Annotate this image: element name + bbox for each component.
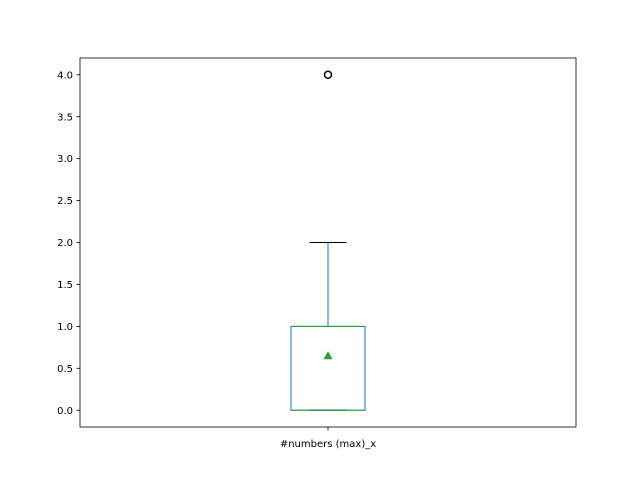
- y-tick-label: 2.0: [57, 238, 73, 249]
- outlier-point: [323, 70, 333, 80]
- y-tick-label: 1.5: [57, 280, 73, 291]
- y-tick-label: 0.0: [57, 406, 73, 417]
- y-tick-label: 3.5: [57, 112, 73, 123]
- mean-marker: [323, 351, 333, 360]
- y-tick-label: 4.0: [57, 70, 73, 81]
- y-tick-label: 3.0: [57, 154, 73, 165]
- plot-area: [290, 70, 366, 411]
- x-tick-label: #numbers (max)_x: [280, 439, 376, 450]
- y-tick-label: 1.0: [57, 322, 73, 333]
- y-axis: 0.0 0.5 1.0 1.5 2.0 2.5 3.0 3.5 4.0: [57, 70, 80, 417]
- y-tick-label: 2.5: [57, 196, 73, 207]
- x-axis: #numbers (max)_x: [280, 427, 376, 450]
- y-tick-label: 0.5: [57, 364, 73, 375]
